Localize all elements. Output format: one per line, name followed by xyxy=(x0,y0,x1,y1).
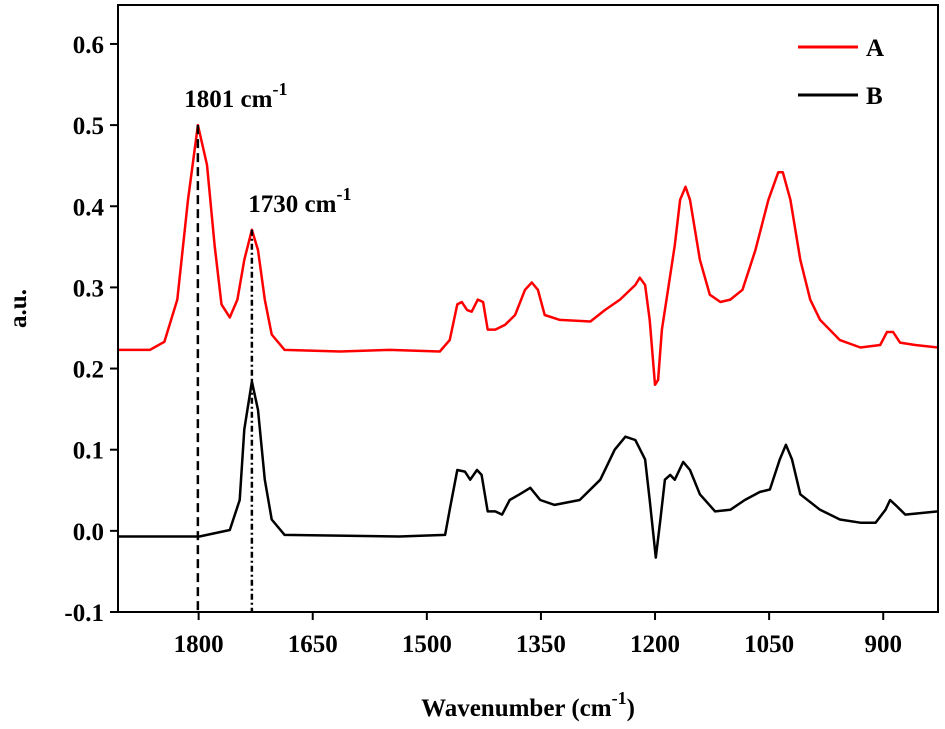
y-tick-label: 0.2 xyxy=(73,357,104,384)
peak-label: 1801 cm-1 xyxy=(184,79,287,113)
x-tick-label: 1050 xyxy=(744,631,794,658)
x-tick-label: 1350 xyxy=(516,631,566,658)
x-tick-label: 1650 xyxy=(288,631,338,658)
y-tick-label: 0.4 xyxy=(73,194,105,221)
x-tick-label: 1500 xyxy=(402,631,452,658)
y-tick-label: 0.3 xyxy=(73,275,104,302)
peak-label-sup: -1 xyxy=(272,79,287,99)
y-tick-label: 0.5 xyxy=(73,113,104,140)
x-axis-label-sup: -1 xyxy=(612,688,627,708)
y-tick-label: 0.6 xyxy=(73,32,104,59)
x-tick-label: 1200 xyxy=(630,631,680,658)
y-tick-label: -0.1 xyxy=(64,600,104,627)
x-axis-label-end: ) xyxy=(627,695,635,722)
series-line xyxy=(118,380,938,559)
x-axis-label: Wavenumber (cm-1) xyxy=(421,688,635,722)
y-axis-label: a.u. xyxy=(5,289,32,328)
y-tick-label: 0.0 xyxy=(73,519,104,546)
peak-label: 1730 cm-1 xyxy=(248,184,351,218)
peak-label-sup: -1 xyxy=(336,184,351,204)
x-tick-label: 900 xyxy=(864,631,902,658)
series-line xyxy=(118,123,938,387)
y-tick-label: 0.1 xyxy=(73,438,104,465)
peak-label-text: 1801 cm xyxy=(184,86,272,113)
x-axis-label-text: Wavenumber (cm xyxy=(421,695,612,722)
legend-label: A xyxy=(866,35,884,62)
peak-label-text: 1730 cm xyxy=(248,191,336,218)
legend-label: B xyxy=(866,83,883,110)
plot-frame xyxy=(117,4,939,613)
x-tick-label: 1800 xyxy=(174,631,224,658)
